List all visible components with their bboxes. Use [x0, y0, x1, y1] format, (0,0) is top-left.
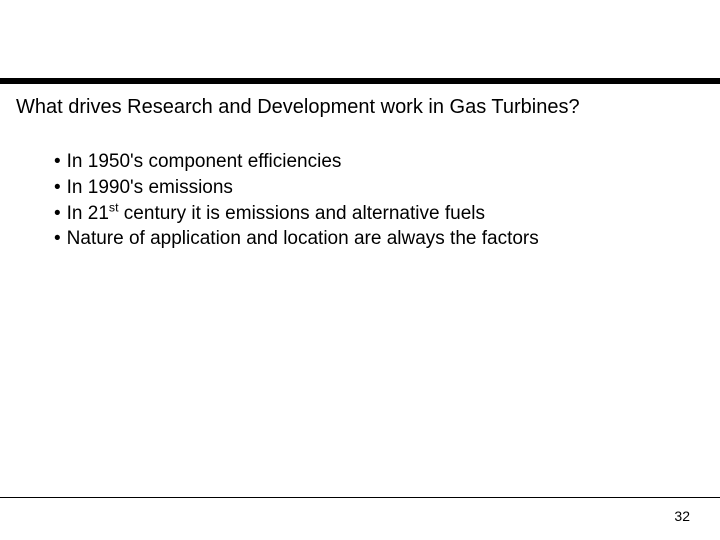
bullet-text: In 1950's component efficiencies	[67, 151, 342, 172]
list-item: • In 1990's emissions	[54, 176, 690, 200]
list-item: • In 1950's component efficiencies	[54, 150, 690, 174]
bullet-text-sup: st	[109, 200, 119, 214]
slide-title: What drives Research and Development wor…	[16, 96, 704, 119]
bullet-marker: •	[54, 150, 61, 174]
bullet-list: • In 1950's component efficiencies • In 19…	[54, 150, 690, 253]
bullet-marker: •	[54, 227, 61, 251]
page-number: 32	[674, 508, 690, 524]
list-item: • In 21st century it is emissions and alt…	[54, 202, 690, 226]
bullet-text: In 1990's emissions	[67, 177, 233, 198]
bullet-marker: •	[54, 176, 61, 200]
list-item: • Nature of application and location are …	[54, 227, 690, 251]
top-divider	[0, 78, 720, 84]
bullet-marker: •	[54, 202, 61, 226]
bottom-divider	[0, 497, 720, 498]
bullet-text: Nature of application and location are a…	[67, 228, 539, 249]
bullet-text-post: century it is emissions and alternative …	[119, 203, 485, 224]
bullet-text-pre: In 21	[67, 203, 109, 224]
